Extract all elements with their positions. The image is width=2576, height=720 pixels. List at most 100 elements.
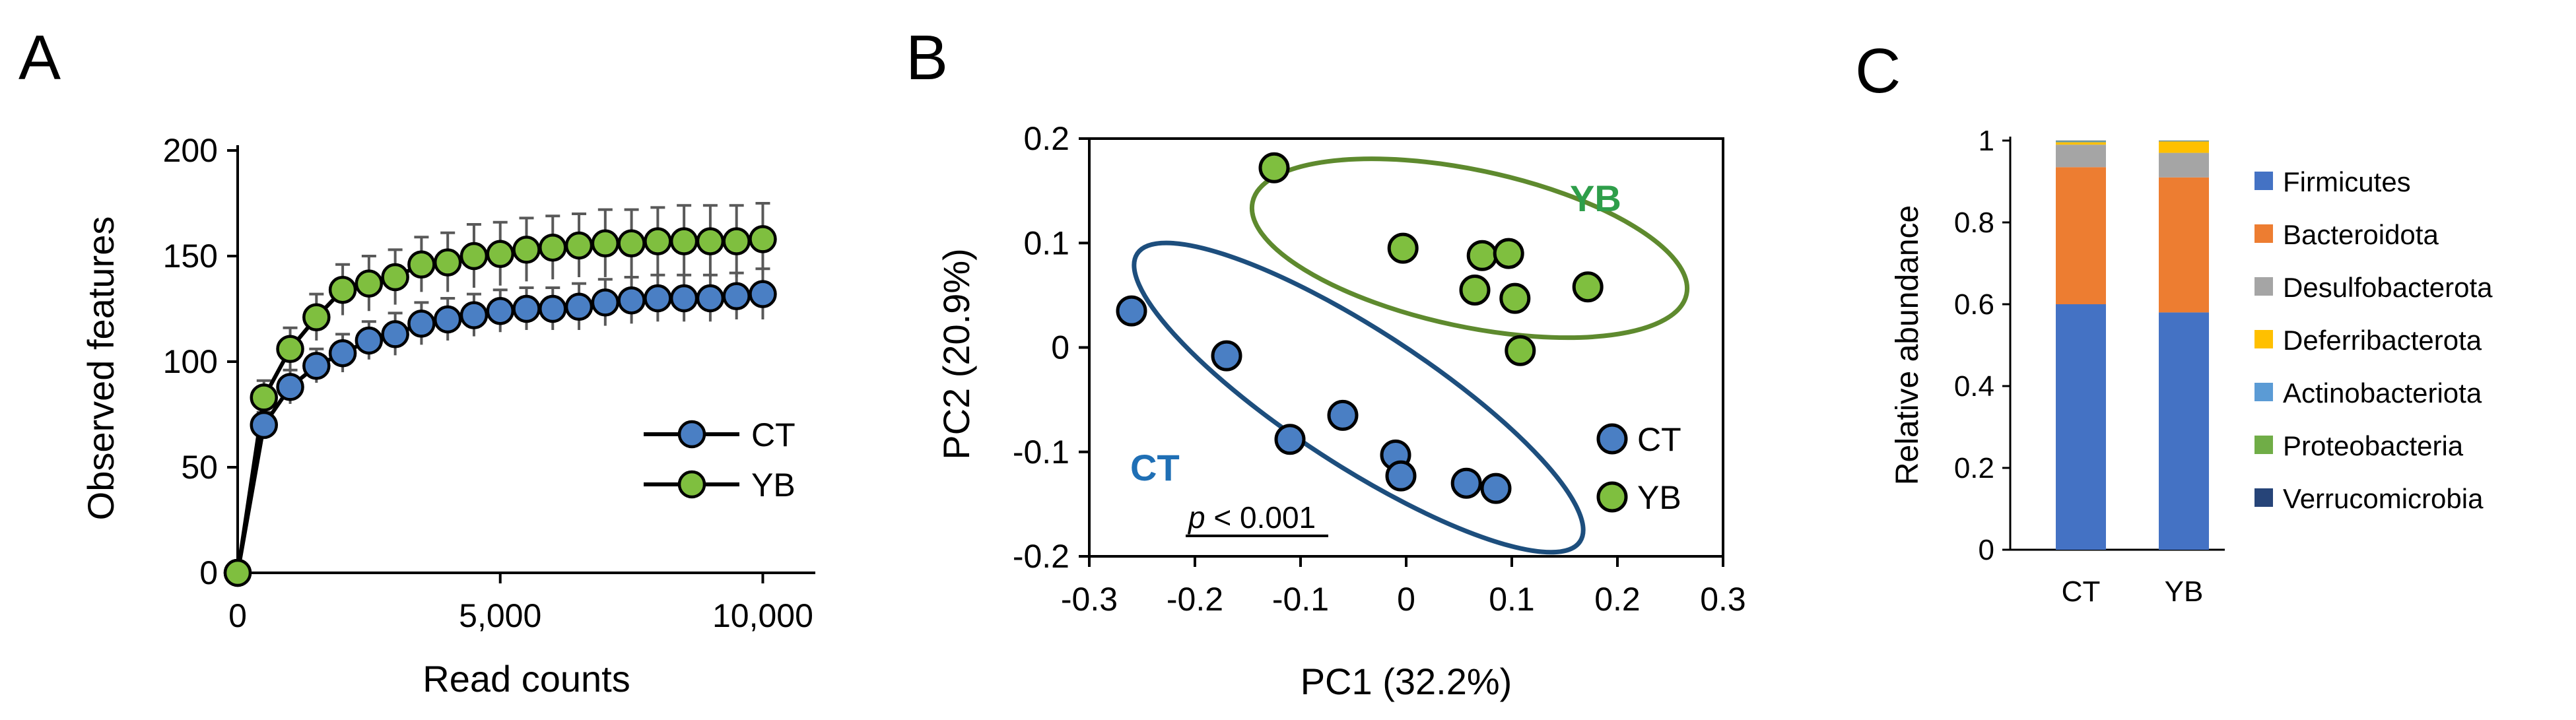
panel-b-x-tick-label: -0.3 bbox=[1061, 581, 1118, 618]
bar-segment-firmicutes-ct bbox=[2056, 304, 2106, 550]
panel-a-legend: CT YB bbox=[644, 416, 796, 504]
scatter-point-ct bbox=[1480, 473, 1512, 504]
panel-a-y-axis-title: Observed features bbox=[80, 216, 121, 521]
bar-segment-actinobacteriota-yb bbox=[2159, 141, 2209, 142]
legend-marker-yb bbox=[1596, 481, 1628, 513]
data-point-ct bbox=[276, 373, 304, 401]
panel-c-y-tick-label: 0.4 bbox=[1954, 370, 1994, 403]
legend-swatch-deferribacterota bbox=[2254, 330, 2273, 348]
panel-b-p-value-annotation: p < 0.001 bbox=[1187, 500, 1316, 535]
panel-b-ellipses bbox=[1132, 156, 1690, 555]
data-point-yb bbox=[644, 227, 672, 255]
panel-a-y-tick-label: 100 bbox=[163, 343, 218, 380]
legend-marker-ct bbox=[1596, 423, 1628, 455]
data-point-ct bbox=[564, 292, 593, 321]
data-point-ct bbox=[696, 284, 725, 313]
panel-b-x-tick-label: 0 bbox=[1397, 581, 1415, 618]
panel-c-stacked-bar-chart: 0 0.2 0.4 0.6 0.8 1 CT YB Firmicutes Bacteroido… bbox=[1890, 125, 2493, 608]
legend-label-desulfobacterota: Desulfobacterota bbox=[2283, 272, 2493, 303]
panel-b-y-axis-title: PC2 (20.9%) bbox=[935, 248, 977, 460]
panel-b-axes: -0.2 -0.1 0 0.1 0.2 -0.3 -0.2 -0.1 0 0.1 0.2 0.3 bbox=[1013, 120, 1746, 618]
panel-b-x-tick-label: -0.1 bbox=[1272, 581, 1329, 618]
data-point-ct bbox=[433, 305, 462, 334]
data-point-yb bbox=[276, 335, 304, 364]
data-point-yb bbox=[355, 269, 384, 298]
panel-c-y-axis-title: Relative abundance bbox=[1890, 205, 1925, 485]
scatter-point-yb bbox=[1505, 335, 1536, 366]
legend-marker-yb bbox=[677, 470, 706, 499]
panel-a-y-tick-label: 50 bbox=[181, 449, 218, 486]
bar-segment-desulfobacterota-ct bbox=[2056, 145, 2106, 168]
scatter-point-ct bbox=[1385, 460, 1417, 492]
group-ellipse-ct bbox=[1132, 240, 1586, 555]
panel-b-group-label-ct: CT bbox=[1130, 447, 1180, 488]
legend-swatch-verrucomicrobia bbox=[2254, 488, 2273, 507]
data-point-yb bbox=[250, 383, 279, 412]
panel-c-y-tick-label: 0.8 bbox=[1954, 207, 1994, 239]
legend-label-deferribacterota: Deferribacterota bbox=[2283, 325, 2482, 356]
legend-swatch-bacteroidota bbox=[2254, 224, 2273, 243]
panel-c-category-label-yb: YB bbox=[2165, 575, 2204, 608]
data-point-yb bbox=[696, 227, 725, 255]
data-point-yb bbox=[302, 303, 331, 332]
scatter-point-yb bbox=[1493, 238, 1524, 269]
panel-c-y-tick-label: 1 bbox=[1979, 125, 1994, 157]
data-point-yb bbox=[591, 229, 620, 258]
panel-b-x-tick-label: 0.1 bbox=[1489, 581, 1535, 618]
legend-label-bacteroidota: Bacteroidota bbox=[2283, 219, 2439, 250]
group-ellipse-yb bbox=[1249, 156, 1690, 341]
data-point-ct bbox=[644, 284, 672, 313]
data-point-yb bbox=[459, 242, 489, 271]
data-point-ct bbox=[328, 339, 357, 368]
panel-c-bars: CT YB bbox=[2056, 141, 2209, 608]
data-point-ct bbox=[381, 320, 409, 348]
panel-c-legend: Firmicutes Bacteroidota Desulfobacterota De… bbox=[2254, 166, 2493, 514]
panel-a-y-tick-label: 200 bbox=[163, 132, 218, 169]
data-point-ct bbox=[355, 326, 384, 355]
panel-label-c: C bbox=[1855, 36, 1901, 106]
scatter-point-yb bbox=[1459, 274, 1491, 306]
data-point-ct bbox=[512, 294, 541, 323]
data-point-ct bbox=[669, 284, 698, 313]
scatter-point-yb bbox=[1466, 240, 1498, 271]
scatter-point-yb bbox=[1258, 152, 1290, 183]
scatter-point-ct bbox=[1450, 467, 1482, 499]
panel-a-series bbox=[223, 202, 777, 587]
panel-label-b: B bbox=[906, 22, 948, 93]
legend-label-verrucomicrobia: Verrucomicrobia bbox=[2283, 483, 2484, 514]
legend-label-ct: CT bbox=[1637, 421, 1681, 458]
panel-b-legend: CT YB bbox=[1596, 421, 1681, 516]
panel-c-axes: 0 0.2 0.4 0.6 0.8 1 bbox=[1954, 125, 2225, 566]
legend-label-proteobacteria: Proteobacteria bbox=[2283, 430, 2464, 461]
data-point-yb bbox=[722, 227, 751, 255]
data-point-ct bbox=[591, 288, 620, 317]
bar-segment-bacteroidota-yb bbox=[2159, 177, 2209, 313]
data-point-ct bbox=[459, 301, 489, 329]
panel-b-y-tick-label: 0.1 bbox=[1023, 224, 1069, 261]
p-value-rest: < 0.001 bbox=[1205, 500, 1316, 535]
panel-a-y-tick-label: 0 bbox=[199, 554, 218, 591]
panel-b-group-label-yb: YB bbox=[1570, 178, 1621, 219]
legend-swatch-desulfobacterota bbox=[2254, 277, 2273, 296]
panel-c-y-tick-label: 0 bbox=[1979, 534, 1994, 566]
scatter-point-yb bbox=[1387, 232, 1419, 264]
legend-label-yb: YB bbox=[1637, 479, 1681, 516]
bar-segment-deferribacterota-ct bbox=[2056, 142, 2106, 145]
bar-segment-proteobacteria-ct bbox=[2056, 141, 2106, 142]
panel-a-axes: 0 50 100 150 200 0 5,000 10,000 bbox=[163, 132, 815, 634]
data-point-yb bbox=[512, 236, 541, 264]
legend-label-yb: YB bbox=[751, 467, 796, 504]
data-point-yb bbox=[381, 263, 409, 292]
bar-segment-bacteroidota-ct bbox=[2056, 167, 2106, 304]
panel-b-y-tick-label: 0 bbox=[1051, 329, 1069, 366]
data-point-ct bbox=[302, 352, 331, 380]
panel-b-x-tick-label: 0.3 bbox=[1700, 581, 1746, 618]
data-point-yb bbox=[433, 248, 462, 277]
panel-b-x-tick-label: -0.2 bbox=[1167, 581, 1223, 618]
scatter-point-ct bbox=[1274, 424, 1306, 455]
data-point-yb bbox=[749, 225, 777, 253]
bar-segment-actinobacteriota-ct bbox=[2056, 141, 2106, 143]
p-value-italic-p: p bbox=[1187, 500, 1205, 535]
data-point-ct bbox=[749, 280, 777, 308]
